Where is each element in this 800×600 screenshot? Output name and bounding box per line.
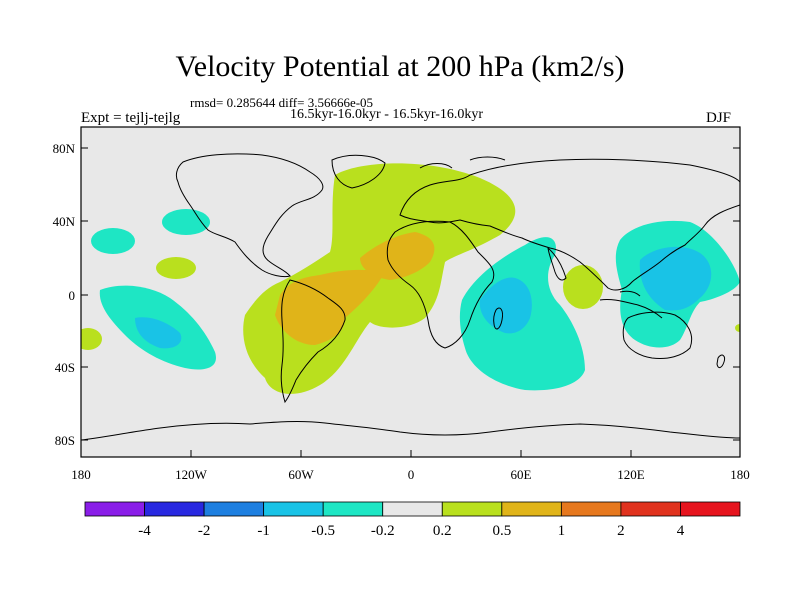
colorbar-label: -0.2: [371, 523, 395, 539]
colorbar-swatch: [501, 501, 562, 517]
colorbar-label: -1: [257, 523, 270, 539]
positive-mid-region-af: [360, 232, 435, 280]
colorbar-label: -4: [138, 523, 151, 539]
lat-label-40n: 40N: [53, 214, 76, 229]
positive-patch-indonesia-west: [563, 265, 603, 309]
lon-label-180e: 180: [730, 467, 750, 482]
negative-patch-northeast-pacific: [91, 228, 135, 254]
coastline-australia: [622, 311, 693, 359]
coastline-madagascar: [493, 307, 503, 330]
positive-patch-east-edge: [735, 324, 740, 332]
lat-label-40s: 40S: [55, 360, 75, 375]
colorbar-label: 0.5: [492, 523, 511, 539]
season-label: DJF: [706, 110, 732, 126]
lon-label-0: 0: [408, 467, 415, 482]
negative-mid-region-pacific: [135, 317, 182, 349]
positive-mid-region-sa: [275, 269, 385, 345]
experiment-label: Expt = tejlj-tejlg: [81, 110, 181, 126]
lat-label-80n: 80N: [53, 141, 76, 156]
coastline-north-america: [175, 153, 324, 278]
colorbar-swatch: [144, 501, 205, 517]
coastline-india: [547, 246, 567, 281]
lon-label-120e: 120E: [617, 467, 645, 482]
coastlines: [81, 153, 740, 441]
colorbar-label: -2: [198, 523, 211, 539]
colorbar-label: 0.2: [433, 523, 452, 539]
colorbar-swatch: [560, 501, 622, 517]
positive-patch-pacific: [156, 257, 196, 279]
lon-label-180w: 180: [71, 467, 91, 482]
coastline-greenland: [331, 154, 386, 189]
lon-label-60e: 60E: [511, 467, 532, 482]
colorbar-label: 1: [558, 523, 566, 539]
colorbar-label: -0.5: [311, 523, 335, 539]
negative-mid-region-west-pacific: [639, 246, 712, 311]
colorbar-swatch: [203, 501, 265, 517]
coastline-arctic-islands: [419, 156, 506, 169]
colorbar-swatch: [441, 501, 503, 517]
subtitle-text: 16.5kyr-16.0kyr - 16.5kyr-16.0kyr: [290, 107, 484, 122]
stats-text: rmsd= 0.285644 diff= 3.56666e-05: [190, 95, 374, 110]
colorbar-swatch: [263, 501, 324, 517]
coastline-new-zealand: [716, 354, 725, 369]
lat-ticks: [81, 147, 740, 441]
colorbar-swatch: [620, 501, 681, 517]
lat-label-80s: 80S: [55, 433, 75, 448]
negative-mid-region-indian: [479, 277, 532, 334]
lon-label-60w: 60W: [288, 467, 314, 482]
coastline-antarctica: [81, 420, 740, 441]
colorbar: -4 -2 -1 -0.5 -0.2 0.2 0.5 1 2 4: [84, 501, 741, 539]
colorbar-swatch: [322, 501, 384, 517]
positive-patch-west-edge: [81, 328, 102, 350]
colorbar-label: 4: [677, 523, 685, 539]
colorbar-swatch: [382, 501, 443, 517]
coastline-eurasia: [399, 158, 740, 291]
lat-label-0: 0: [69, 288, 76, 303]
negative-patch-north-pacific: [162, 209, 210, 235]
lon-label-120w: 120W: [175, 467, 208, 482]
coastline-south-america: [280, 279, 346, 404]
colorbar-label: 2: [617, 523, 625, 539]
coastline-indonesia: [599, 290, 663, 319]
lon-ticks: [80, 450, 741, 457]
contour-fills: [81, 153, 740, 441]
colorbar-swatch: [680, 501, 741, 517]
colorbar-swatch: [84, 501, 145, 517]
map-title: Velocity Potential at 200 hPa (km2/s): [175, 50, 625, 83]
coastline-africa: [386, 220, 495, 349]
